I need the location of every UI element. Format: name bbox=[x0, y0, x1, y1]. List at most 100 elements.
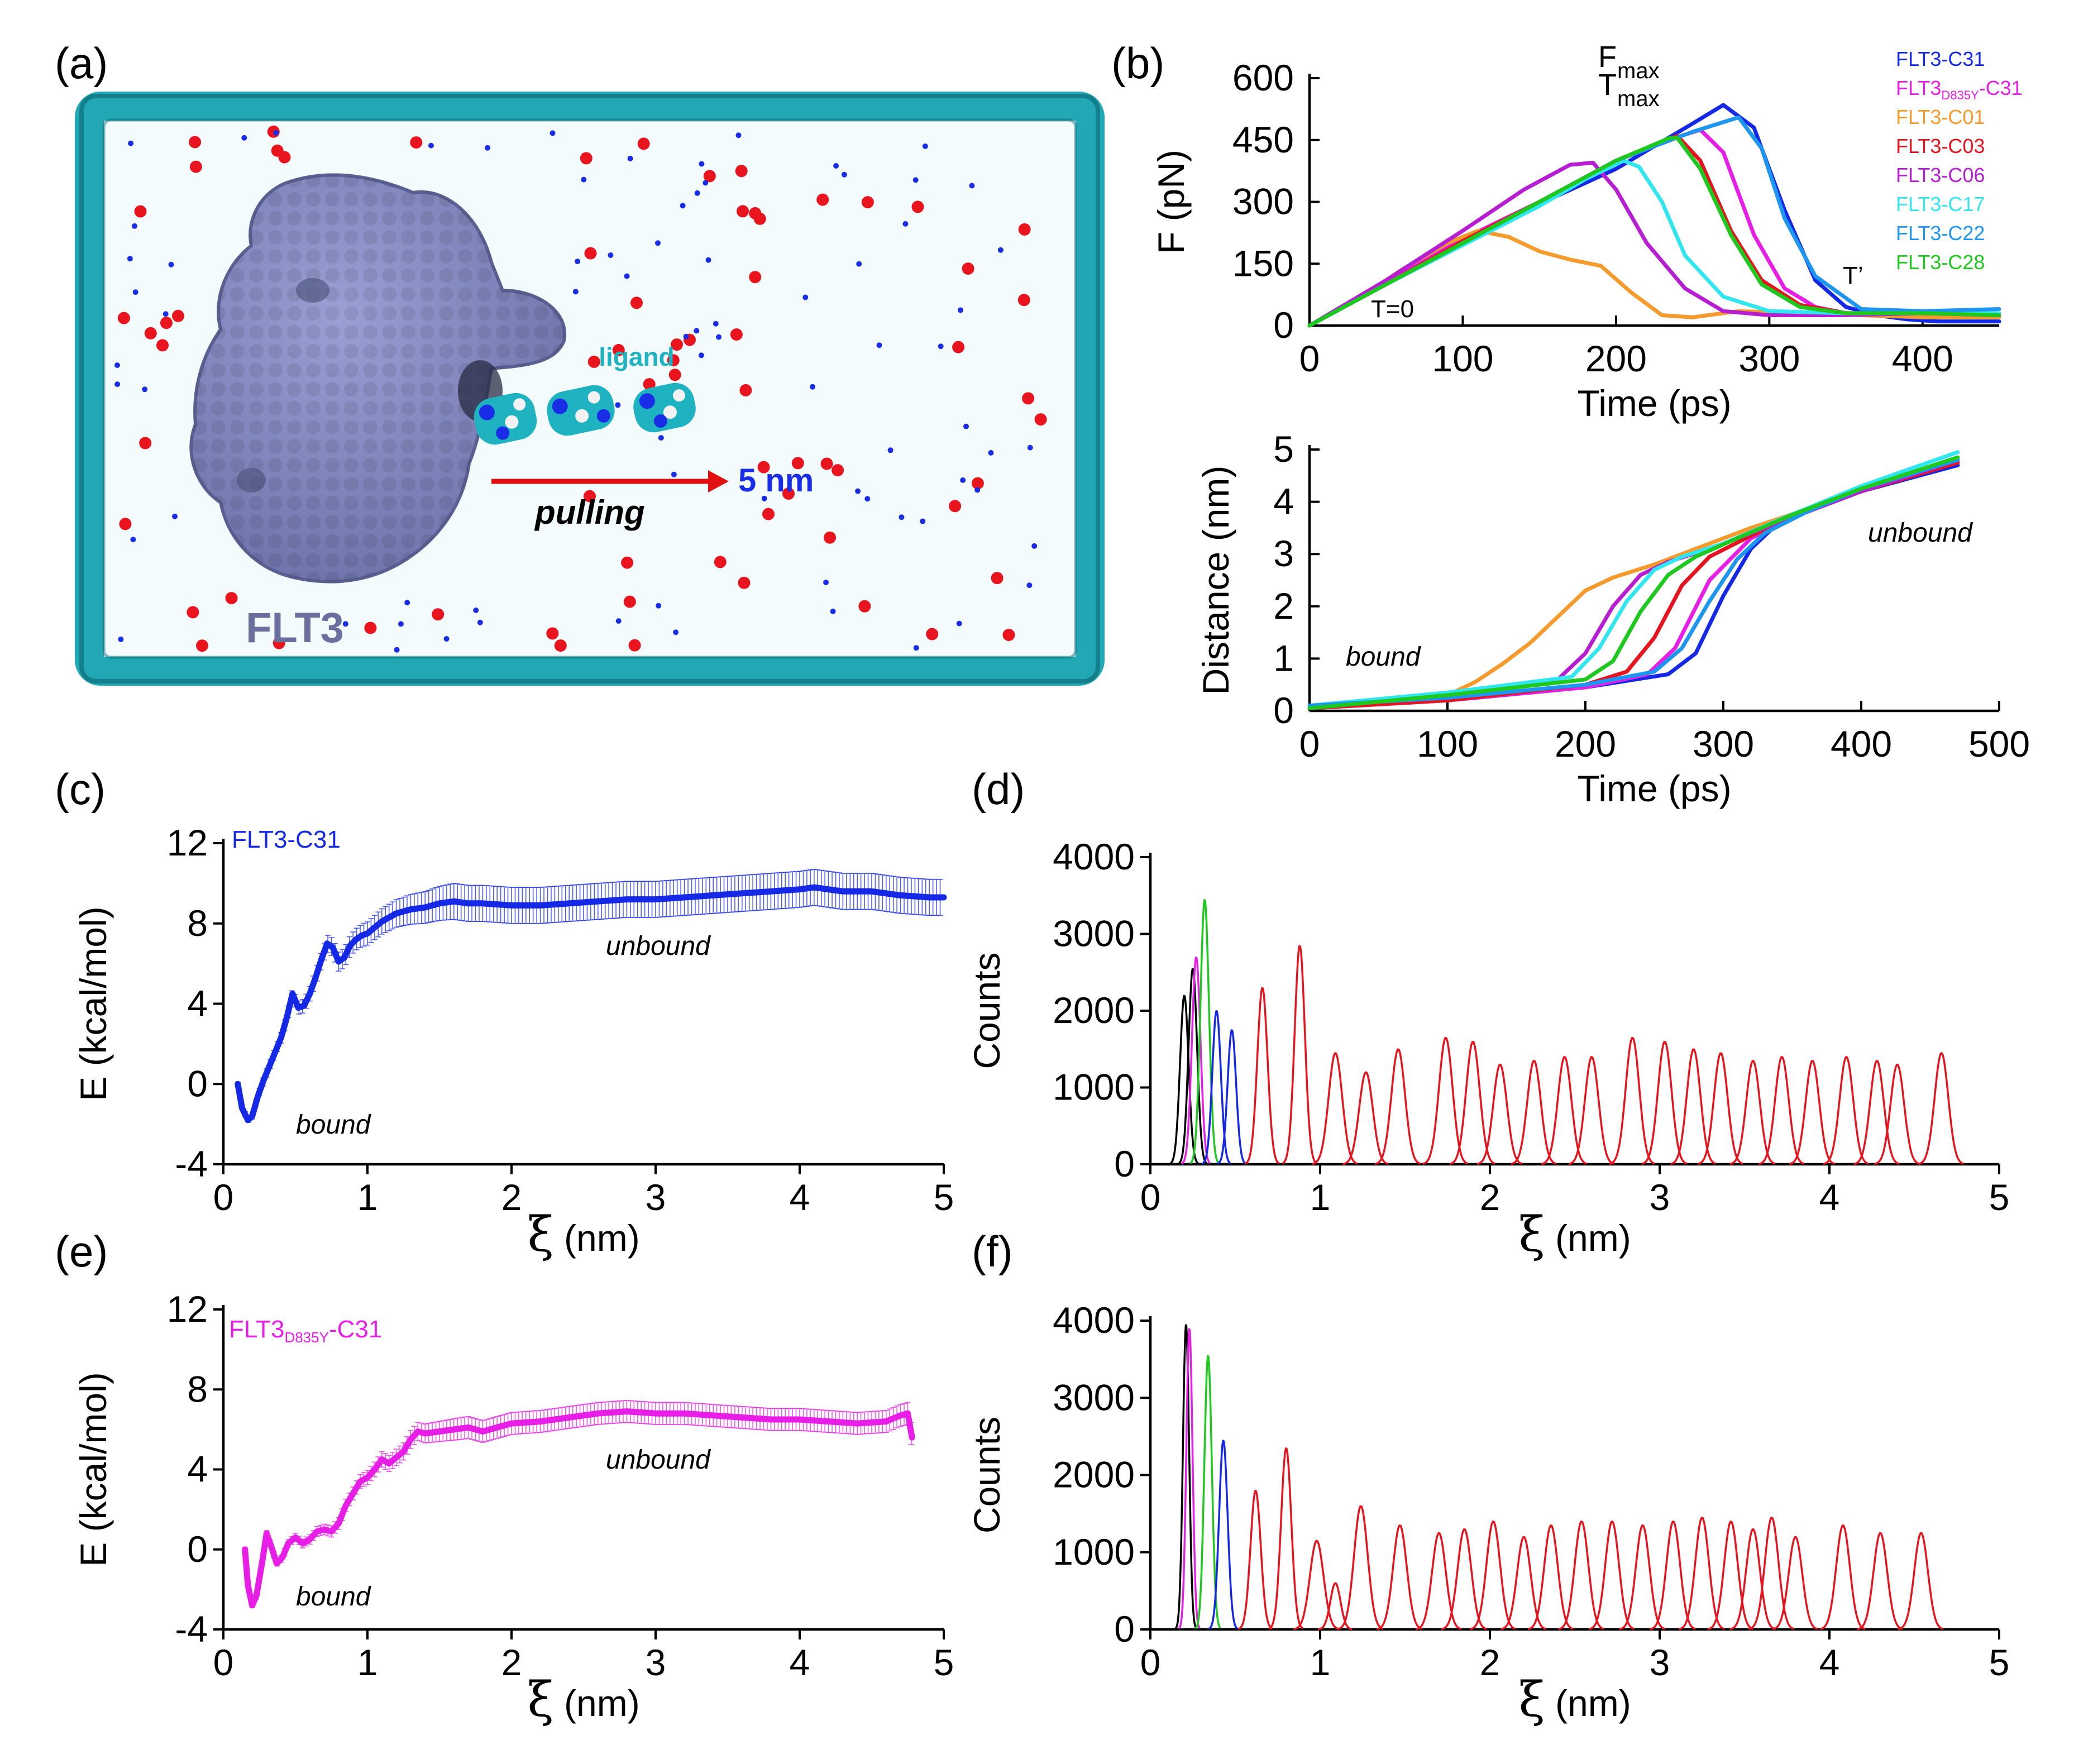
legend-text: FLT3-C06 bbox=[1896, 164, 1985, 187]
ion bbox=[694, 328, 700, 334]
y-axis-label: Counts bbox=[966, 952, 1007, 1069]
x-tick-label: 100 bbox=[1432, 338, 1493, 379]
y-tick-label: 300 bbox=[1232, 181, 1294, 222]
ion bbox=[703, 180, 709, 186]
x-tick-label: 1 bbox=[1310, 1177, 1331, 1218]
ion bbox=[156, 339, 169, 352]
y-tick-label: 5 bbox=[1273, 428, 1294, 470]
x-tick-label: 1 bbox=[357, 1642, 378, 1683]
ion bbox=[623, 595, 636, 608]
ion bbox=[575, 259, 581, 265]
ion bbox=[172, 513, 178, 519]
legend-entry-C03: FLT3-C03 bbox=[1896, 135, 1985, 157]
ion bbox=[615, 618, 622, 624]
ion bbox=[832, 464, 844, 477]
ion bbox=[172, 309, 184, 322]
y-tick-label: 8 bbox=[187, 902, 208, 944]
unbound-annotation: unbound bbox=[1868, 518, 1973, 548]
ion bbox=[713, 321, 719, 327]
ion bbox=[667, 354, 680, 367]
distance-line-C31 bbox=[1307, 463, 1960, 710]
x-tick-label: 0 bbox=[1299, 723, 1320, 764]
ion bbox=[782, 487, 795, 500]
panel-label-b: (b) bbox=[1111, 39, 1164, 88]
y-tick-label: 4 bbox=[187, 983, 208, 1024]
histogram-window bbox=[1501, 1536, 1547, 1631]
unbound-annotation: unbound bbox=[606, 931, 711, 961]
ion bbox=[716, 334, 722, 340]
y-axis-label: Counts bbox=[966, 1417, 1007, 1533]
ion bbox=[738, 576, 751, 589]
ion bbox=[627, 155, 633, 161]
ion bbox=[816, 193, 829, 206]
x-tick-label: 4 bbox=[1819, 1642, 1840, 1683]
y-tick-label: 8 bbox=[187, 1368, 208, 1409]
tmax-annotation: T bbox=[1598, 68, 1617, 102]
histogram-window bbox=[1823, 1056, 1869, 1165]
ion bbox=[887, 447, 893, 453]
y-tick-label: -4 bbox=[175, 1608, 208, 1650]
unbound-annotation: unbound bbox=[606, 1445, 711, 1475]
legend-text: FLT3-C17 bbox=[1896, 193, 1985, 216]
ion bbox=[699, 161, 705, 167]
histogram-window bbox=[1558, 1521, 1604, 1631]
x-tick-label: 100 bbox=[1417, 723, 1478, 764]
ion bbox=[841, 171, 847, 178]
ion bbox=[703, 170, 716, 183]
x-axis-label: ξ (nm) bbox=[527, 1207, 639, 1263]
y-tick-label: 600 bbox=[1232, 57, 1294, 98]
ion bbox=[473, 607, 479, 613]
ion bbox=[911, 200, 924, 213]
pull-distance-label: 5 nm bbox=[738, 462, 814, 499]
distance-line-C01 bbox=[1307, 458, 1960, 710]
histogram-window bbox=[1568, 1056, 1614, 1165]
x-axis-label: Time (ps) bbox=[1577, 383, 1731, 424]
ion bbox=[131, 223, 137, 229]
histogram-window bbox=[1416, 1532, 1462, 1631]
chart-title-part: FLT3 bbox=[229, 1316, 284, 1343]
ion bbox=[394, 647, 400, 653]
chart-title-part: -C31 bbox=[329, 1316, 382, 1343]
chart-title-part: D835Y bbox=[284, 1329, 329, 1346]
ion bbox=[749, 271, 762, 284]
histogram-window bbox=[1476, 1063, 1523, 1165]
ion bbox=[802, 294, 809, 300]
ion bbox=[584, 247, 597, 260]
legend-entry-C22: FLT3-C22 bbox=[1896, 222, 1985, 245]
x-tick-label: 5 bbox=[934, 1642, 954, 1683]
ion bbox=[637, 137, 650, 150]
x-axis-label: ξ (nm) bbox=[1518, 1207, 1631, 1263]
legend-entry-C06: FLT3-C06 bbox=[1896, 164, 1985, 187]
ion bbox=[912, 177, 919, 183]
y-tick-label: 3000 bbox=[1053, 1376, 1135, 1418]
ion bbox=[581, 176, 587, 183]
legend: FLT3-C31FLT3D835Y-C31FLT3-C01FLT3-C03FLT… bbox=[1896, 47, 2023, 274]
ion bbox=[549, 130, 556, 136]
umbrella-histogram-flt3-d835y-c31: 0 1 2 3 4 5 0 1000 2000 3000 4000 ξ (nm) Counts bbox=[966, 1299, 2009, 1728]
x-axis-unit: (nm) bbox=[554, 1217, 640, 1259]
ion bbox=[189, 136, 202, 149]
x-axis-unit: (nm) bbox=[1545, 1682, 1631, 1724]
ion bbox=[428, 142, 434, 149]
ion bbox=[730, 328, 743, 341]
y-axis-label: E (kcal/mol) bbox=[73, 906, 114, 1101]
ion bbox=[899, 514, 905, 520]
ion bbox=[971, 477, 984, 490]
ion bbox=[1002, 629, 1015, 641]
x-axis-unit: (nm) bbox=[1545, 1217, 1631, 1259]
ion bbox=[861, 196, 874, 209]
ion bbox=[997, 247, 1004, 253]
histogram-window bbox=[1729, 1528, 1776, 1631]
ion bbox=[949, 500, 962, 513]
x-tick-label: 4 bbox=[790, 1177, 810, 1218]
ligand-label: ligand bbox=[599, 342, 674, 371]
histogram-window bbox=[1282, 945, 1317, 1165]
bound-annotation: bound bbox=[1346, 642, 1421, 672]
ion bbox=[705, 257, 711, 263]
simulation-box-panel: ligand 5 nm pulling FLT3 bbox=[75, 92, 1105, 686]
ion bbox=[572, 289, 579, 295]
ion bbox=[118, 636, 124, 642]
panel-label-e: (e) bbox=[55, 1227, 108, 1276]
ion bbox=[643, 378, 656, 391]
y-tick-label: 2000 bbox=[1053, 1454, 1135, 1495]
